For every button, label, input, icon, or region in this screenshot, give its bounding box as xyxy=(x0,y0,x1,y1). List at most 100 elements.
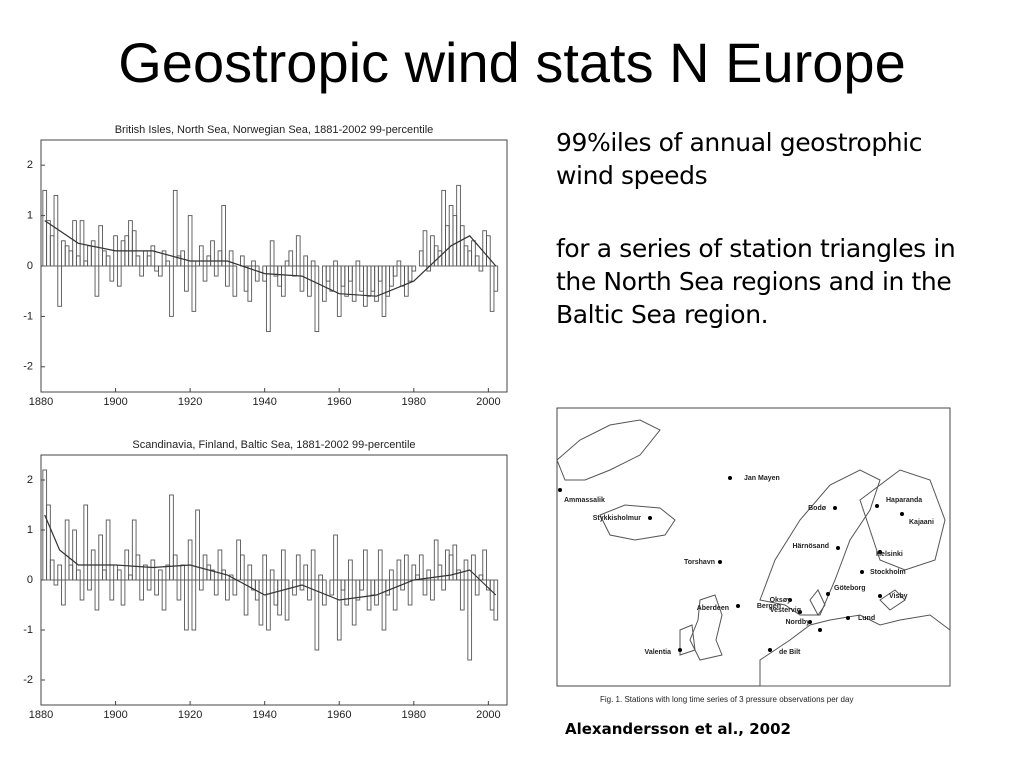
bar xyxy=(221,205,226,267)
station-label: Visby xyxy=(889,593,908,600)
bar xyxy=(247,564,253,581)
station-label: Torshavn xyxy=(684,559,715,566)
bar xyxy=(377,265,383,282)
bar xyxy=(157,569,163,581)
bar xyxy=(366,579,372,611)
y-tick-label: -2 xyxy=(23,674,33,686)
bar xyxy=(165,260,171,267)
station-label: Vestervig xyxy=(770,607,801,614)
bar xyxy=(482,230,487,267)
x-tick-label: 1920 xyxy=(178,396,202,408)
bar xyxy=(239,554,245,581)
bar xyxy=(322,579,327,606)
bar xyxy=(75,569,81,581)
bar xyxy=(68,564,74,581)
bar xyxy=(109,579,115,601)
bar xyxy=(169,494,174,581)
bar xyxy=(418,250,424,267)
bar xyxy=(322,265,327,302)
bar xyxy=(471,240,476,267)
bar xyxy=(191,265,197,312)
chart-title: British Isles, North Sea, Norwegian Sea,… xyxy=(115,124,434,136)
station-label: Valentia xyxy=(645,649,672,656)
bar xyxy=(418,554,424,581)
station-dot xyxy=(878,594,882,598)
station-dot xyxy=(875,504,879,508)
y-tick-label: -1 xyxy=(23,624,33,636)
station-dot xyxy=(860,570,864,574)
x-tick-label: 1900 xyxy=(103,709,127,721)
bar xyxy=(213,579,219,596)
bar xyxy=(150,245,156,267)
bar xyxy=(187,215,193,267)
bar xyxy=(161,250,167,267)
bar xyxy=(49,559,55,581)
station-label: Stykkisholmur xyxy=(593,515,642,522)
bar xyxy=(493,265,499,292)
bar xyxy=(72,220,77,267)
bar xyxy=(288,250,294,267)
bar xyxy=(198,245,204,267)
bar xyxy=(49,235,55,267)
bar xyxy=(109,265,115,282)
bar xyxy=(310,549,316,581)
x-tick-label: 2000 xyxy=(476,396,500,408)
x-tick-label: 1940 xyxy=(252,709,276,721)
bar xyxy=(243,579,249,616)
bar xyxy=(202,554,208,581)
bar xyxy=(105,519,111,581)
bar xyxy=(392,265,398,277)
station-label: Aberdeen xyxy=(697,605,729,612)
bar xyxy=(53,194,59,267)
bar xyxy=(426,569,432,581)
bar xyxy=(284,260,290,267)
bar xyxy=(135,554,141,581)
bar xyxy=(284,579,290,621)
paragraph: 99%iles of annual geostrophic wind speed… xyxy=(556,128,923,190)
bar xyxy=(102,569,107,581)
bar xyxy=(247,265,253,302)
y-tick-label: 0 xyxy=(27,260,33,272)
bar xyxy=(295,554,301,581)
bar xyxy=(448,554,454,581)
bar xyxy=(217,250,223,267)
bar xyxy=(396,559,402,581)
map-caption: Fig. 1. Stations with long time series o… xyxy=(600,695,853,704)
bar xyxy=(221,569,226,581)
bar xyxy=(314,265,320,332)
station-dot xyxy=(846,616,850,620)
bar xyxy=(239,255,245,267)
bar xyxy=(157,265,163,277)
bar xyxy=(459,225,465,267)
station-dot xyxy=(826,592,830,596)
bar xyxy=(340,265,346,287)
bar xyxy=(146,255,152,267)
station-dot xyxy=(768,648,772,652)
bar xyxy=(441,579,446,591)
bar xyxy=(46,504,51,581)
bar xyxy=(333,260,338,267)
bar xyxy=(277,265,282,287)
bar xyxy=(389,265,394,287)
bar xyxy=(456,569,461,581)
bar xyxy=(281,265,286,297)
bar xyxy=(344,265,350,297)
bar xyxy=(329,265,335,292)
bar xyxy=(493,579,499,621)
station-dot xyxy=(836,546,840,550)
y-tick-label: -1 xyxy=(23,310,33,322)
bar xyxy=(422,230,428,267)
bar xyxy=(363,549,368,581)
station-dot xyxy=(678,648,682,652)
bar xyxy=(68,250,74,267)
bar xyxy=(169,265,174,317)
bar xyxy=(42,189,48,267)
station-dot xyxy=(900,512,904,516)
bar xyxy=(430,579,435,601)
y-tick-label: 2 xyxy=(27,159,33,171)
bar xyxy=(381,265,387,317)
bar xyxy=(344,579,350,606)
bar xyxy=(489,579,495,611)
